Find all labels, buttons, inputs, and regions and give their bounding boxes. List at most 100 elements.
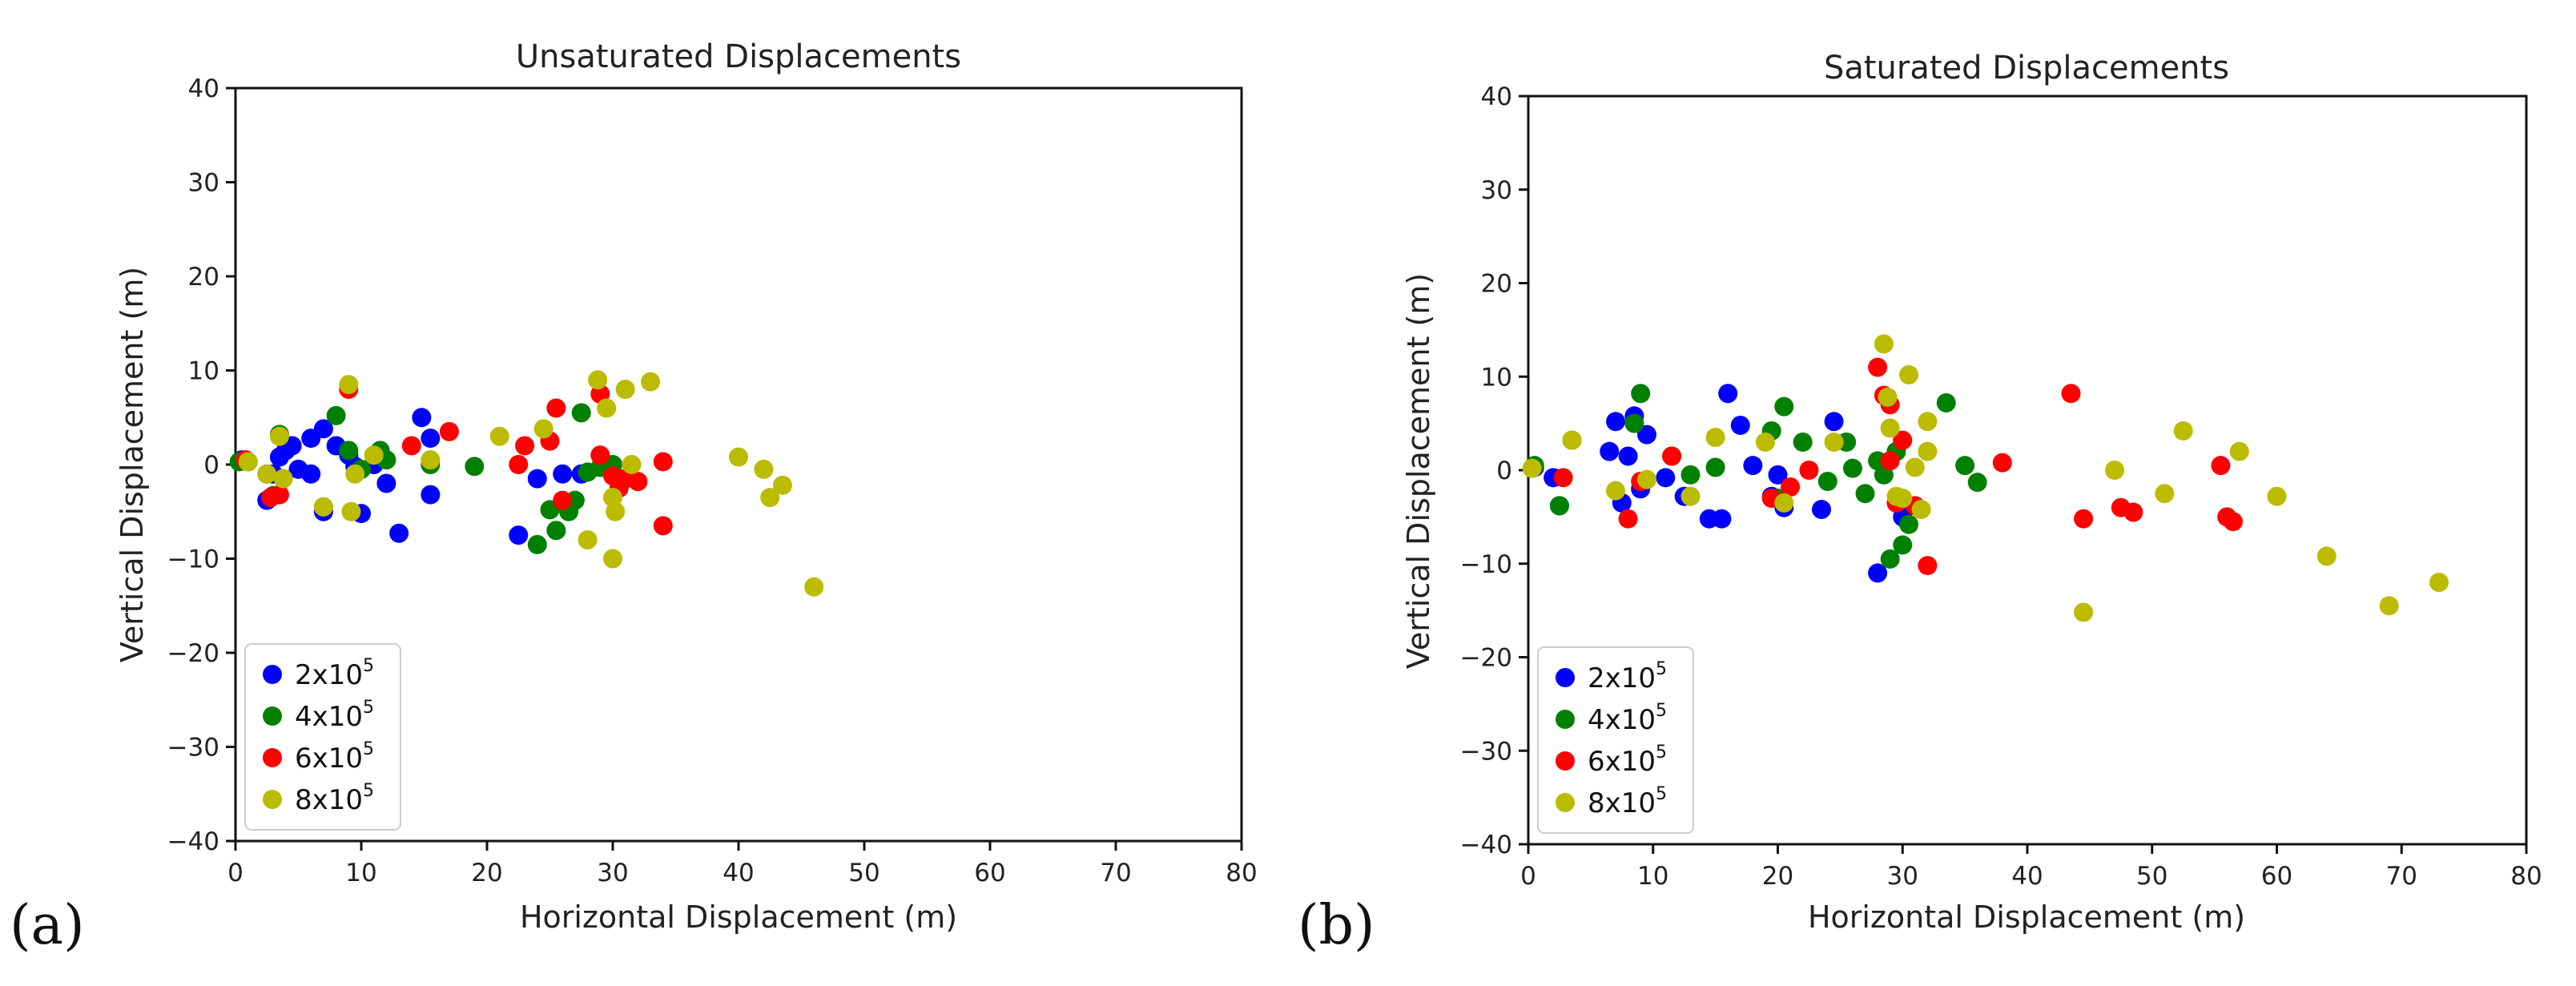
scatter-point-series-1 [1600,441,1620,461]
scatter-point-series-3 [1992,453,2012,473]
scatter-point-series-1 [1730,415,1750,435]
scatter-point-series-2 [1855,484,1875,504]
legend-label-exponent: 5 [363,656,374,676]
legend-marker [1556,668,1575,687]
scatter-point-series-4 [1562,430,1582,450]
scatter-point-series-3 [1618,509,1638,529]
scatter-point-series-4 [489,426,509,446]
scatter-point-series-4 [1705,428,1725,448]
y-tick-label: −30 [1460,737,1512,766]
scatter-point-series-4 [2316,546,2337,566]
scatter-point-series-3 [653,452,673,472]
legend-label-exponent: 5 [363,739,374,759]
scatter-point-series-4 [257,464,277,484]
scatter-point-series-2 [1880,549,1900,569]
legend-marker [263,665,282,684]
panel-b-points [1522,334,2449,622]
scatter-point-series-1 [1656,468,1676,488]
scatter-point-series-4 [1522,458,1542,478]
y-tick-label: −10 [167,545,219,574]
scatter-point-series-4 [341,501,361,521]
legend-label: 6x105 [295,739,374,775]
panel-b-y-ticks: −40 −30 −20 −10 0 10 20 30 40 [1460,83,1528,859]
scatter-point-series-1 [1618,446,1638,466]
panel-b-x-ticks: 0 10 20 30 40 50 60 70 80 [1520,844,2542,891]
scatter-point-series-2 [1842,458,1862,478]
legend-marker [263,706,282,726]
scatter-point-series-1 [376,473,396,493]
x-tick-label: 60 [2261,862,2292,891]
legend-label-exponent: 5 [363,781,374,801]
scatter-point-series-2 [339,441,359,461]
scatter-point-series-4 [1824,432,1844,452]
scatter-point-series-2 [1705,457,1725,477]
scatter-point-series-4 [760,488,780,508]
scatter-point-series-3 [1799,461,1819,480]
x-tick-label: 80 [1226,859,1257,887]
scatter-point-series-1 [1636,425,1656,445]
scatter-point-series-3 [2223,512,2243,532]
scatter-point-series-4 [2379,596,2399,616]
scatter-point-series-2 [1549,496,1569,516]
legend-label-exponent: 5 [1656,659,1667,679]
scatter-point-series-4 [1606,481,1626,501]
x-tick-label: 40 [2011,862,2043,891]
scatter-point-series-3 [269,485,289,505]
x-tick-label: 60 [974,859,1005,887]
legend-marker [263,790,282,809]
scatter-point-series-4 [364,445,384,465]
scatter-point-series-4 [2229,441,2249,461]
scatter-point-series-1 [1768,465,1788,485]
legend-label: 4x105 [1588,701,1667,736]
scatter-point-series-2 [326,405,346,425]
y-tick-label: 20 [188,263,219,292]
scatter-point-series-1 [421,429,441,449]
scatter-point-series-4 [603,549,622,569]
scatter-point-series-3 [2123,502,2143,522]
scatter-point-series-1 [1712,509,1732,529]
scatter-point-series-3 [1868,357,1888,377]
scatter-point-series-2 [571,403,591,423]
scatter-point-series-4 [588,370,608,390]
scatter-point-series-3 [553,490,573,510]
y-tick-label: 20 [1481,270,1512,299]
scatter-point-series-1 [389,523,409,543]
scatter-point-series-2 [1955,456,1975,476]
legend-label-exponent: 5 [1656,701,1667,721]
scatter-point-series-4 [622,455,642,474]
scatter-point-series-1 [1718,384,1738,404]
scatter-point-series-4 [1878,387,1898,407]
scatter-point-series-4 [1880,418,1900,438]
y-tick-label: 40 [188,74,219,103]
y-tick-label: −20 [1460,644,1512,673]
scatter-point-series-4 [533,419,553,439]
scatter-point-series-1 [1812,500,1832,520]
y-tick-label: 30 [188,169,219,198]
scatter-point-series-2 [527,534,547,554]
panel-b-ylabel: Vertical Displacement (m) [1401,273,1436,669]
x-tick-label: 0 [227,859,244,887]
panel-a-points [229,370,824,597]
scatter-point-series-4 [754,459,774,479]
scatter-point-series-2 [1793,432,1813,452]
legend-label: 6x105 [1588,743,1667,778]
scatter-point-series-1 [1868,563,1888,583]
panel-b-legend-box [1537,646,1694,834]
y-tick-label: 40 [1481,83,1512,111]
scatter-point-series-4 [804,577,824,597]
panel-a-y-ticks: −40 −30 −20 −10 0 10 20 30 40 [167,74,235,856]
panel-a-x-ticks: 0 10 20 30 40 50 60 70 80 [227,841,1258,887]
scatter-point-series-4 [1899,364,1919,384]
scatter-point-series-4 [2267,486,2287,506]
scatter-point-series-1 [1824,412,1844,432]
x-tick-label: 70 [2386,862,2417,891]
scatter-point-series-3 [2211,456,2231,476]
scatter-point-series-1 [527,469,547,489]
scatter-point-series-4 [313,497,333,517]
x-tick-label: 20 [471,859,502,887]
x-tick-label: 10 [345,859,376,887]
panel-b-label: (b) [1298,894,1375,957]
x-tick-label: 20 [1762,862,1793,891]
scatter-point-series-2 [1631,384,1651,404]
scatter-point-series-4 [238,452,258,472]
